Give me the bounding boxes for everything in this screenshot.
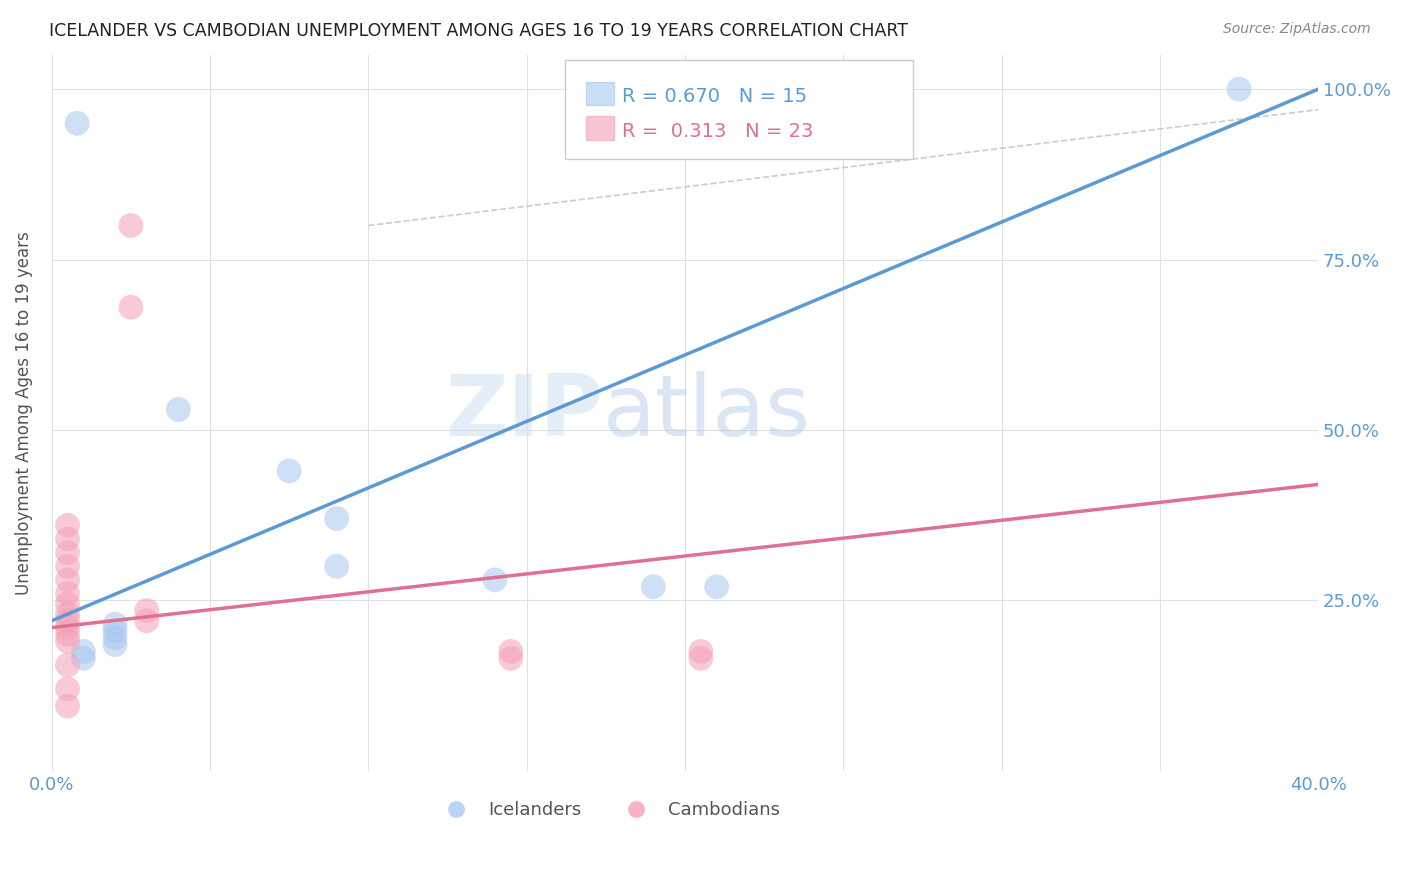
Point [56,532,79,546]
FancyBboxPatch shape [586,81,614,105]
Point [167,402,190,417]
Point [56,607,79,621]
Text: R = 0.670   N = 15: R = 0.670 N = 15 [621,87,807,106]
Text: atlas: atlas [603,371,811,454]
Point [484,573,506,587]
FancyBboxPatch shape [586,116,614,139]
Point [278,464,301,478]
Point [56,614,79,628]
Point [1227,82,1250,96]
Text: ICELANDER VS CAMBODIAN UNEMPLOYMENT AMONG AGES 16 TO 19 YEARS CORRELATION CHART: ICELANDER VS CAMBODIAN UNEMPLOYMENT AMON… [49,22,908,40]
Point [56,546,79,560]
Point [689,644,711,658]
Point [135,603,157,617]
Legend: Icelanders, Cambodians: Icelanders, Cambodians [430,794,787,826]
Point [706,580,728,594]
Point [56,681,79,696]
Point [120,300,142,314]
Point [56,586,79,600]
Point [104,638,127,652]
Point [643,580,665,594]
Point [56,573,79,587]
Point [56,634,79,648]
Point [325,559,347,574]
Y-axis label: Unemployment Among Ages 16 to 19 years: Unemployment Among Ages 16 to 19 years [15,231,32,595]
Point [56,597,79,611]
Point [56,698,79,713]
Point [66,116,89,130]
Text: ZIP: ZIP [444,371,603,454]
Point [72,651,94,665]
Point [104,617,127,632]
Text: Source: ZipAtlas.com: Source: ZipAtlas.com [1223,22,1371,37]
Point [689,651,711,665]
FancyBboxPatch shape [565,60,912,159]
Point [120,219,142,233]
Point [56,559,79,574]
Point [135,614,157,628]
Point [499,651,522,665]
Point [325,511,347,525]
Point [104,624,127,638]
Point [56,518,79,533]
Point [72,644,94,658]
Point [104,631,127,645]
Point [56,658,79,673]
Text: R =  0.313   N = 23: R = 0.313 N = 23 [621,121,813,141]
Point [56,627,79,641]
Point [56,621,79,635]
Point [499,644,522,658]
